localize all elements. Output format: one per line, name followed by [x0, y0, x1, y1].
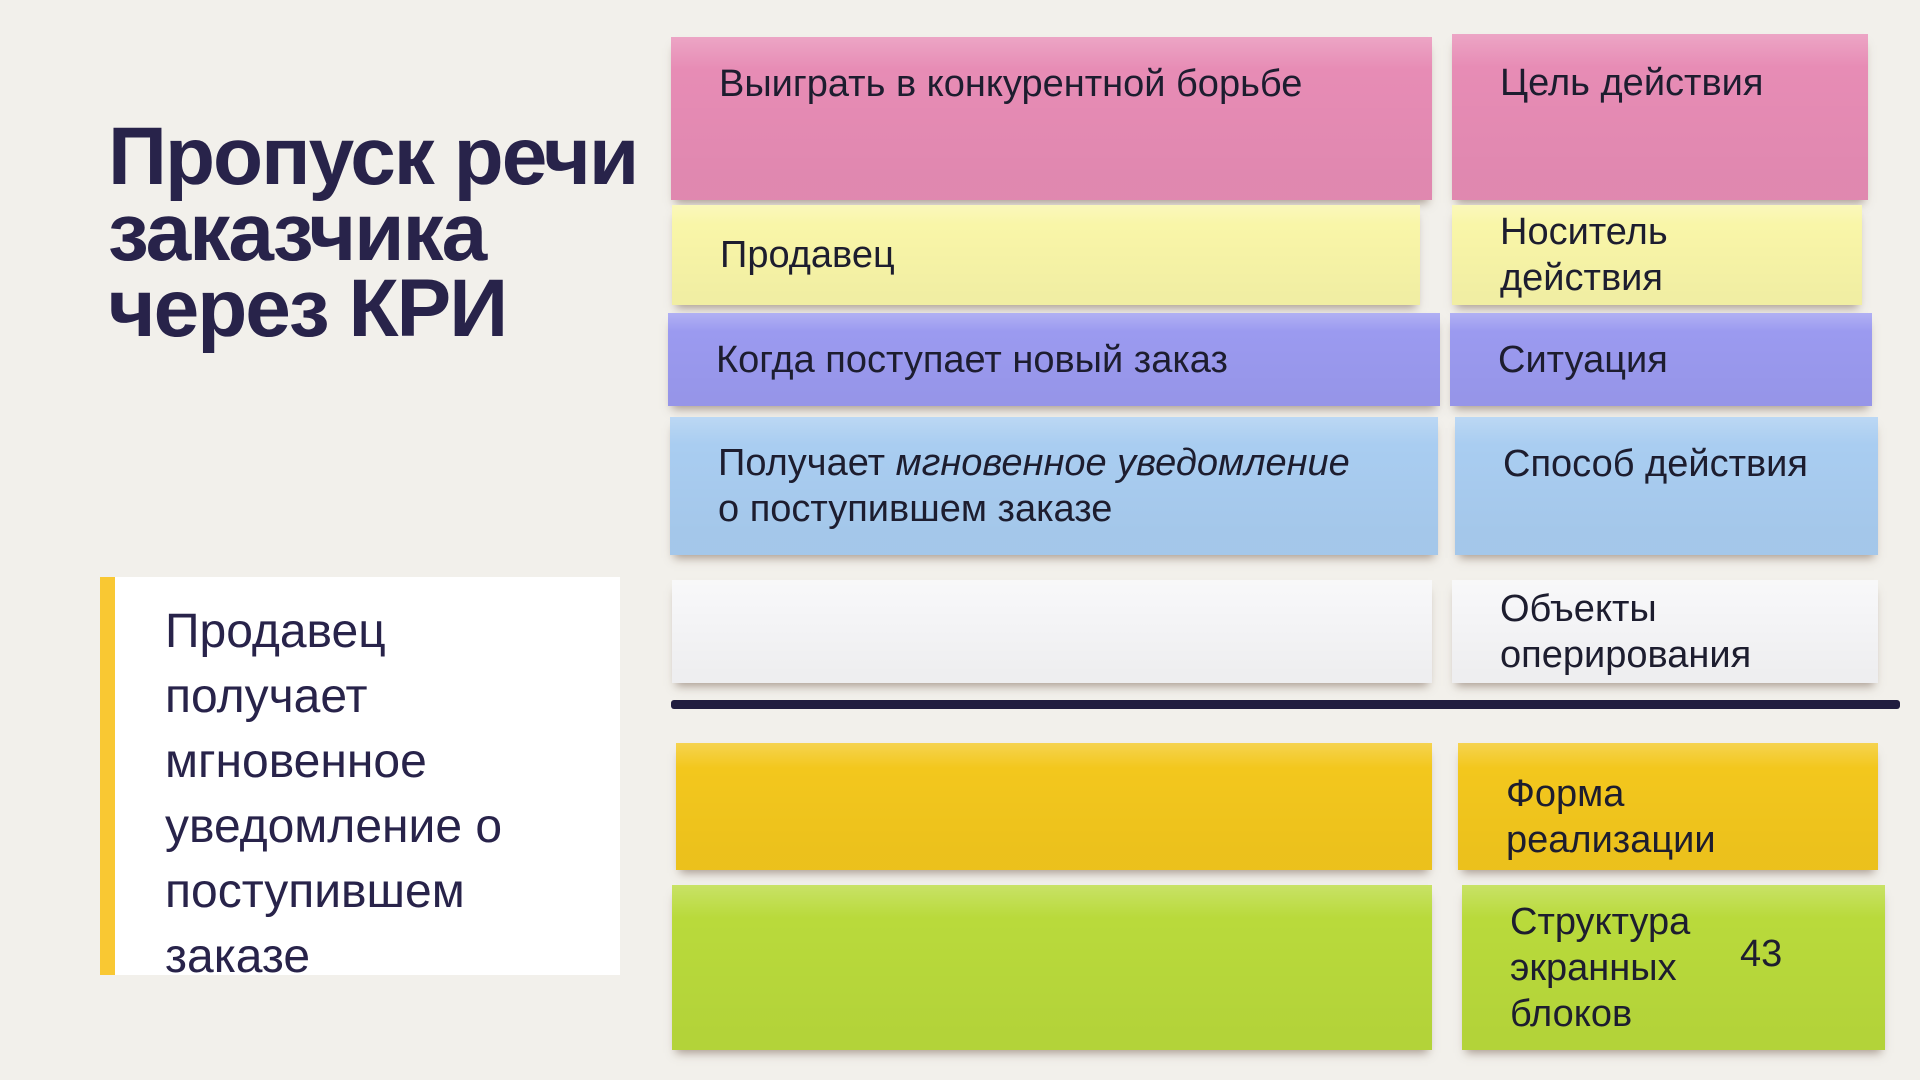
label-note-situation: Ситуация — [1450, 313, 1872, 406]
summary-text: Продавец получает мгновенное уведомление… — [165, 605, 503, 983]
sticky-note-situation-text: Когда поступает новый заказ — [716, 338, 1228, 381]
slide-title-line-3: через КРИ — [108, 262, 508, 354]
sticky-note-method: Получает мгновенное уведомление о поступи… — [670, 417, 1438, 555]
label-note-form: Форма реализации — [1458, 743, 1878, 870]
label-note-method: Способ действия — [1455, 417, 1878, 555]
sticky-note-carrier-text: Продавец — [720, 234, 895, 276]
label-note-structure: Структура экранных блоков 43 — [1462, 885, 1885, 1050]
sticky-note-form-empty — [676, 743, 1432, 870]
label-note-form-text: Форма реализации — [1506, 773, 1716, 861]
label-note-goal: Цель действия — [1452, 34, 1868, 200]
label-note-structure-text: Структура экранных блоков — [1510, 900, 1691, 1035]
label-note-objects: Объекты оперирования — [1452, 580, 1878, 683]
sticky-note-objects-empty — [672, 580, 1432, 683]
screen-blocks-count: 43 — [1740, 933, 1783, 975]
label-note-goal-text: Цель действия — [1500, 62, 1764, 104]
sticky-note-method-italic: мгновенное уведомление — [895, 442, 1350, 484]
sticky-note-goal-text: Выиграть в конкурентной борьбе — [719, 63, 1303, 105]
label-note-method-text: Способ действия — [1503, 443, 1808, 485]
sticky-note-method-line2: о поступившем заказе — [718, 488, 1113, 530]
sticky-note-carrier: Продавец — [672, 205, 1420, 305]
label-note-carrier: Носитель действия — [1452, 205, 1862, 305]
label-note-situation-text: Ситуация — [1498, 338, 1668, 381]
summary-card: Продавец получает мгновенное уведомление… — [100, 577, 620, 983]
sticky-note-situation: Когда поступает новый заказ — [668, 313, 1440, 406]
label-note-objects-text: Объекты оперирования — [1500, 587, 1752, 676]
sticky-note-method-text: Получает мгновенное уведомление о поступи… — [718, 442, 1350, 530]
sticky-note-goal: Выиграть в конкурентной борьбе — [671, 37, 1432, 200]
sticky-note-structure-empty — [672, 885, 1432, 1050]
slide-title-line-2: заказчика — [108, 186, 487, 278]
summary-accent-bar — [100, 577, 115, 975]
slide-title: Пропуск речи заказчика через КРИ — [108, 110, 639, 354]
divider-line — [671, 700, 1900, 709]
label-note-carrier-text: Носитель действия — [1500, 211, 1668, 299]
slide-title-line-1: Пропуск речи — [108, 110, 639, 202]
